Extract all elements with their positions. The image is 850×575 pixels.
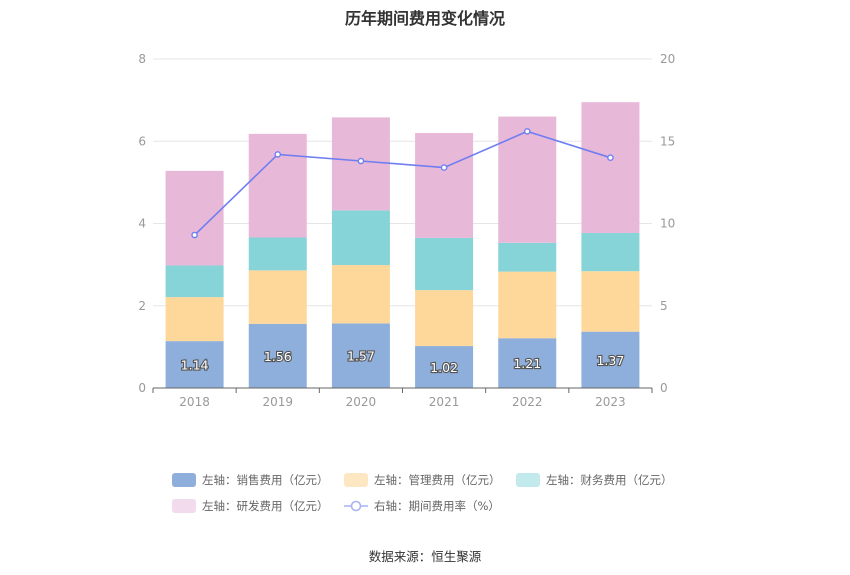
legend-swatch <box>516 473 540 487</box>
y-right-tick-label: 0 <box>660 381 668 395</box>
y-left-tick-label: 6 <box>138 134 146 148</box>
bar-segment-0 <box>498 338 557 388</box>
y-right-tick-label: 20 <box>660 52 675 66</box>
bar-segment-1 <box>581 271 640 332</box>
x-tick-label: 2022 <box>512 395 543 409</box>
y-right-tick-label: 5 <box>660 299 668 313</box>
bar-data-label: 1.57 <box>347 349 375 364</box>
x-tick-label: 2021 <box>429 395 460 409</box>
y-left-tick-label: 2 <box>138 299 146 313</box>
line-point <box>357 157 365 165</box>
bar-segment-3 <box>248 133 307 238</box>
bar-segment-3 <box>165 170 224 266</box>
bar-segment-2 <box>331 210 390 266</box>
x-tick-label: 2019 <box>262 395 293 409</box>
bar-segment-3 <box>581 102 640 233</box>
y-right-tick-label: 15 <box>660 134 675 148</box>
legend-item[interactable]: 左轴：财务费用（亿元） <box>516 472 673 488</box>
legend-item[interactable]: 左轴：管理费用（亿元） <box>344 472 501 488</box>
line-series <box>194 130 611 236</box>
source-line: 数据来源：恒生聚源 <box>368 549 482 564</box>
bar-segment-2 <box>581 232 640 272</box>
y-left-tick-label: 0 <box>138 381 146 395</box>
legend-label: 左轴：财务费用（亿元） <box>546 473 673 487</box>
line-point <box>523 128 531 135</box>
legend-label: 左轴：研发费用（亿元） <box>202 499 329 513</box>
y-left-tick-label: 8 <box>138 52 146 66</box>
legend-item[interactable]: 左轴：研发费用（亿元） <box>172 498 329 514</box>
bar-segment-2 <box>415 237 474 291</box>
bar-segment-1 <box>248 270 307 324</box>
x-tick-label: 2018 <box>179 395 210 409</box>
x-tick-label: 2023 <box>595 395 626 409</box>
bar-segment-0 <box>331 323 390 388</box>
bar-data-label: 1.14 <box>181 358 209 373</box>
legend-label: 右轴：期间费用率（%） <box>374 499 500 513</box>
legend-swatch <box>172 473 196 487</box>
line-point <box>274 151 282 158</box>
bar-segment-1 <box>165 297 224 342</box>
bar-data-label: 1.56 <box>264 349 292 364</box>
legend-item[interactable]: 左轴：销售费用（亿元） <box>172 472 329 488</box>
legend-swatch <box>344 473 368 487</box>
bar-segment-1 <box>415 290 474 347</box>
bar-segment-2 <box>165 265 224 298</box>
bar-data-label: 1.21 <box>513 356 541 371</box>
legend-swatch <box>172 499 196 513</box>
bar-segment-2 <box>248 237 307 271</box>
bar-segment-2 <box>498 242 557 272</box>
legend-item[interactable]: 右轴：期间费用率（%） <box>344 498 500 514</box>
x-tick-label: 2020 <box>346 395 377 409</box>
bar-segment-0 <box>415 346 474 388</box>
line-point <box>191 231 198 239</box>
chart-title: 历年期间费用变化情况 <box>344 9 505 28</box>
y-left-tick-label: 4 <box>138 217 146 231</box>
line-point <box>607 154 614 161</box>
bar-segment-1 <box>331 265 390 324</box>
bar-segment-0 <box>248 323 307 388</box>
y-right-tick-label: 10 <box>660 217 675 231</box>
bar-segment-0 <box>165 341 224 388</box>
bar-segment-3 <box>415 133 474 238</box>
legend-label: 左轴：管理费用（亿元） <box>374 473 501 487</box>
bar-data-label: 1.37 <box>596 353 624 368</box>
legend-label: 左轴：销售费用（亿元） <box>202 473 329 487</box>
bar-segment-0 <box>581 331 640 388</box>
bar-data-label: 1.02 <box>430 360 458 375</box>
bar-segment-3 <box>498 116 557 243</box>
line-point <box>440 164 448 171</box>
bar-segment-1 <box>498 271 557 339</box>
legend-line-icon <box>344 500 368 512</box>
